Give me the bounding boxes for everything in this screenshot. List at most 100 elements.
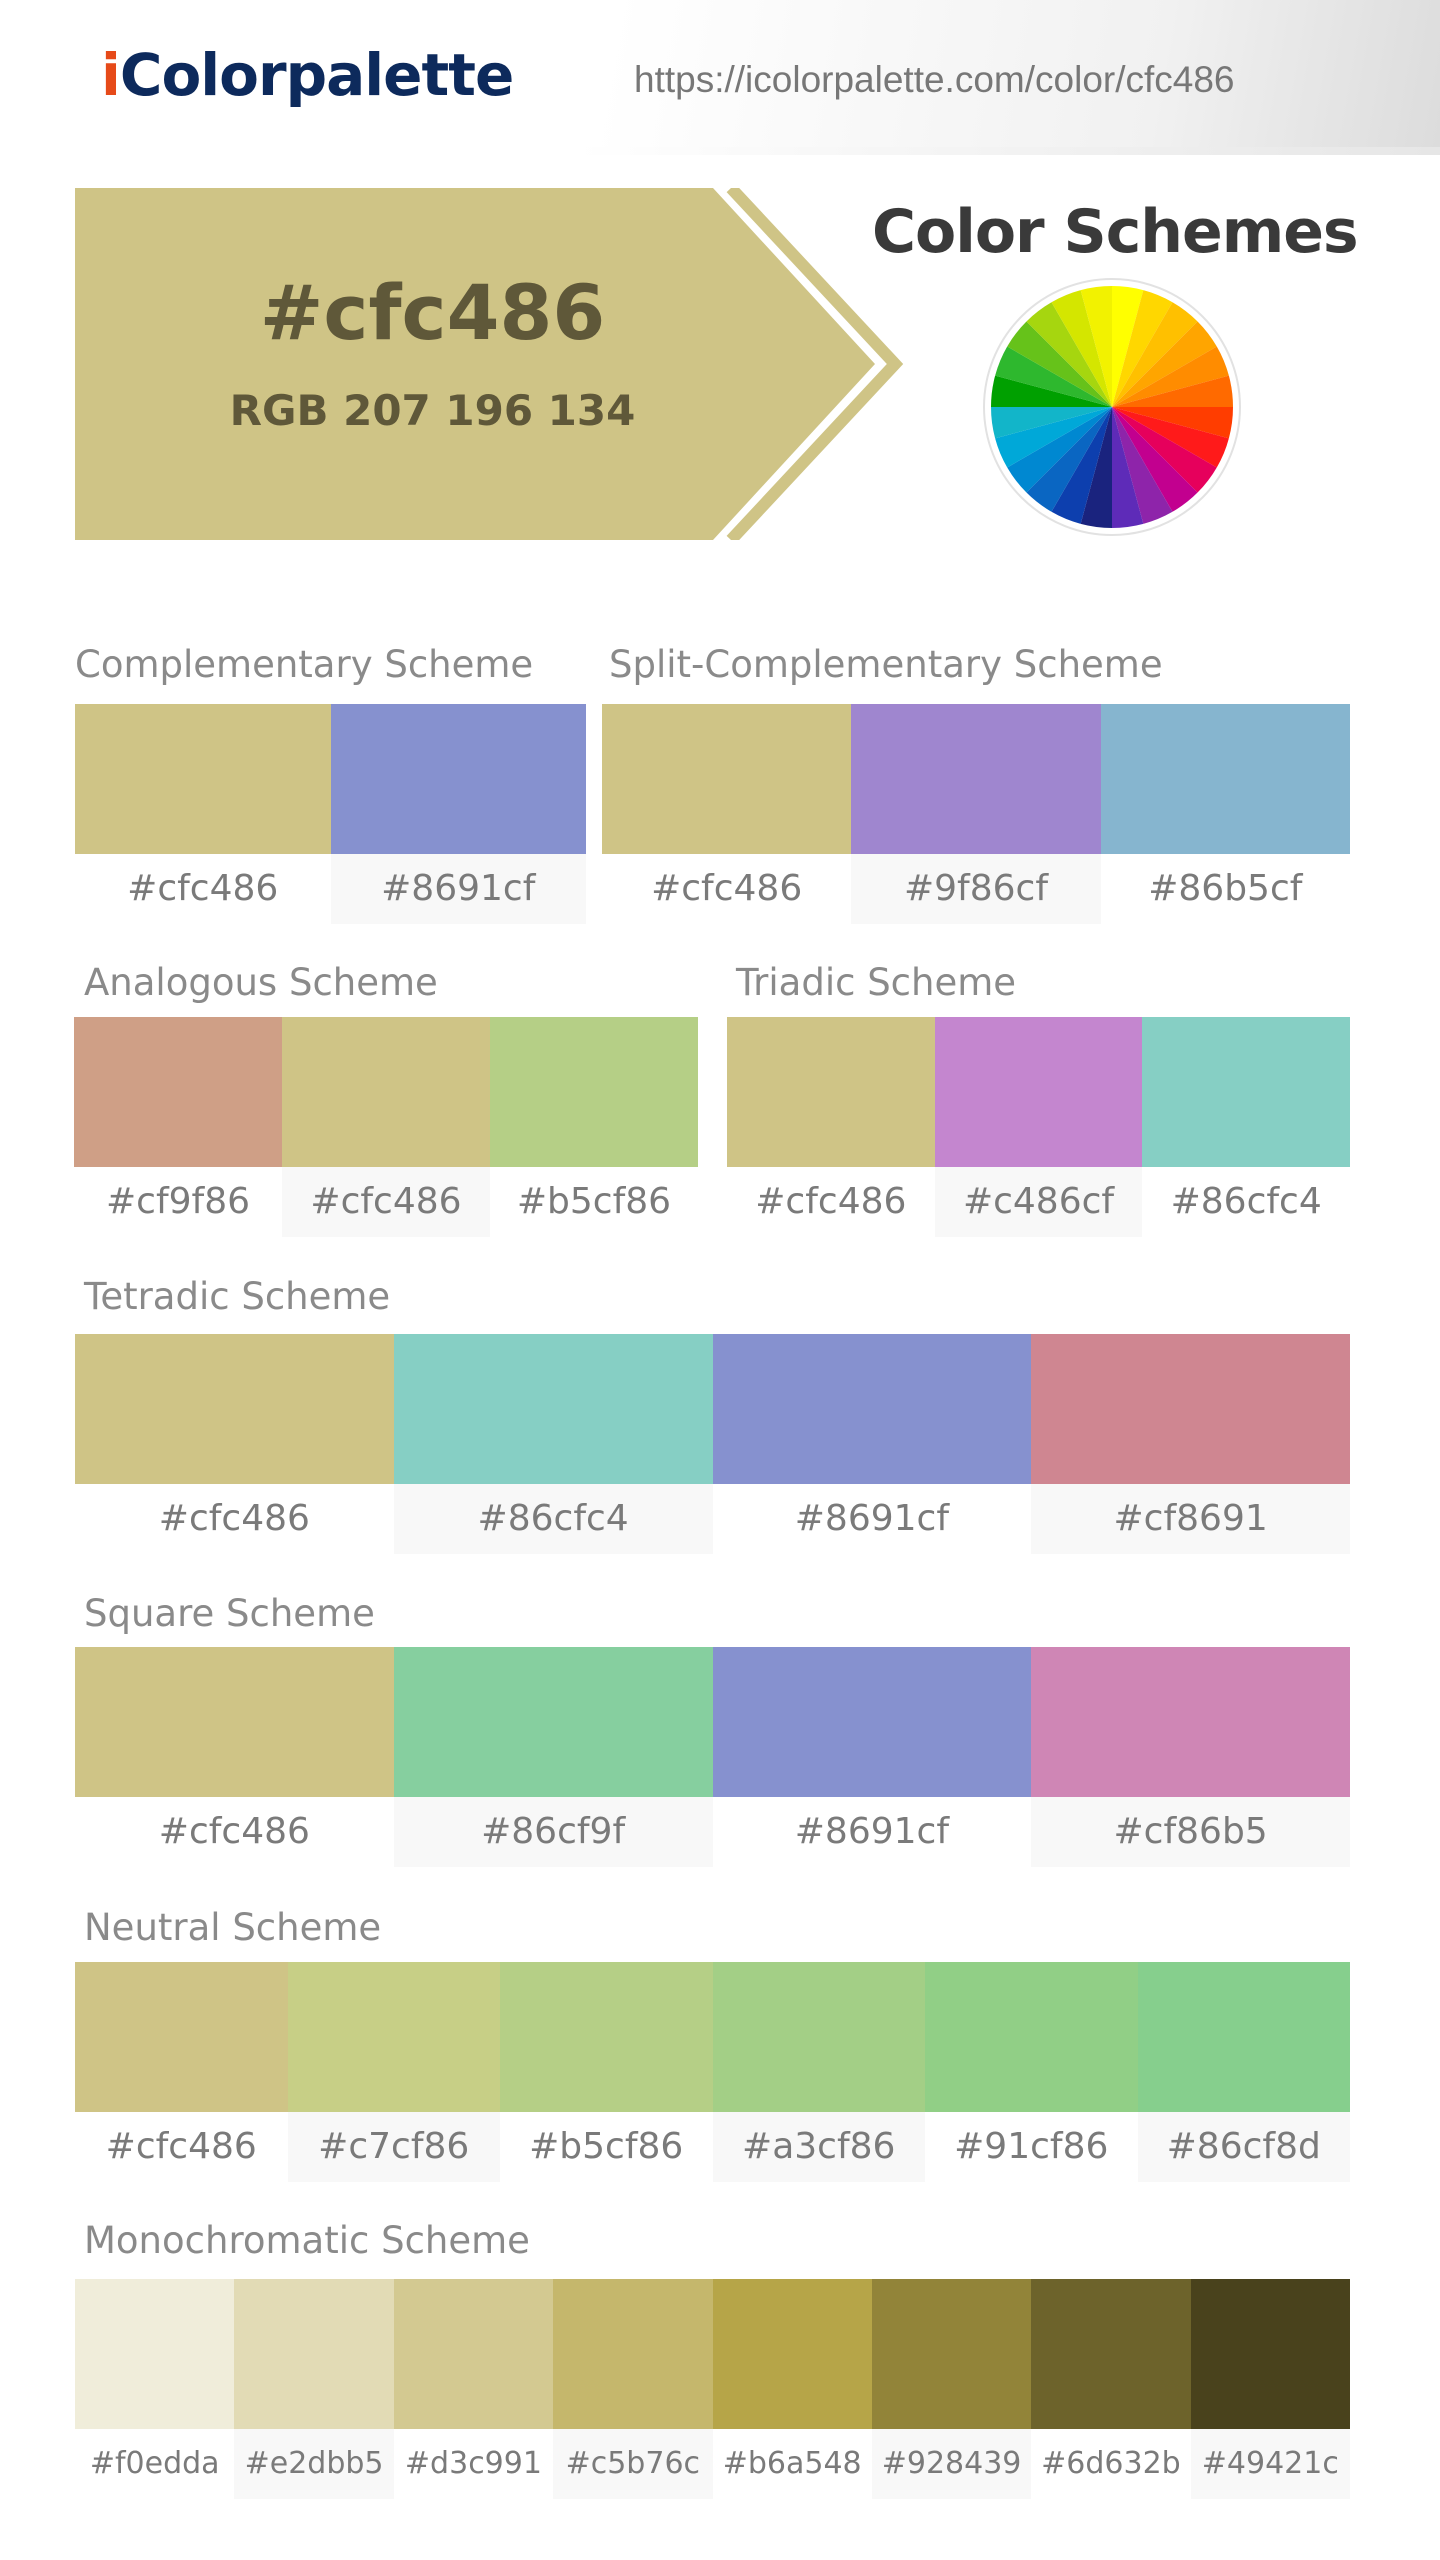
swatch-item[interactable]: #86cfc4 (1142, 1017, 1351, 1237)
swatch-color[interactable] (234, 2279, 394, 2429)
swatch-color[interactable] (1100, 704, 1350, 854)
swatch-color[interactable] (871, 2279, 1032, 2429)
swatch-item[interactable]: #cfc486 (602, 704, 852, 924)
monochromatic-swatches: #f0edda #e2dbb5 #d3c991 #c5b76c #b6a548 #9284… (75, 2279, 1350, 2499)
neutral-swatches: #cfc486 #c7cf86 #b5cf86 #a3cf86 #91cf86 #86cf… (75, 1962, 1350, 2182)
swatch-item[interactable]: #cfc486 (282, 1017, 490, 1237)
swatch-color[interactable] (1031, 1647, 1350, 1797)
analogous-scheme-title: Analogous Scheme (84, 961, 438, 1004)
swatch-item[interactable]: #cfc486 (727, 1017, 935, 1237)
swatch-color[interactable] (74, 1017, 282, 1167)
color-wheel-segment (1007, 407, 1112, 493)
swatch-color[interactable] (727, 1017, 935, 1167)
swatch-item[interactable]: #6d632b (1031, 2279, 1191, 2499)
swatch-item[interactable]: #c7cf86 (287, 1962, 500, 2182)
swatch-item[interactable]: #b5cf86 (500, 1962, 713, 2182)
swatch-item[interactable]: #cfc486 (75, 704, 331, 924)
swatch-item[interactable]: #b5cf86 (490, 1017, 698, 1237)
swatch-item[interactable]: #b6a548 (712, 2279, 872, 2499)
swatch-item[interactable]: #f0edda (75, 2279, 235, 2499)
swatch-color[interactable] (712, 1647, 1032, 1797)
color-wheel-segment (1007, 321, 1112, 407)
swatch-color[interactable] (712, 1962, 925, 2112)
swatch-item[interactable]: #cfc486 (75, 1334, 394, 1554)
swatch-item[interactable]: #cf8691 (1031, 1334, 1350, 1554)
swatch-hex-label: #928439 (871, 2429, 1032, 2499)
hero-rgb-value: RGB 207 196 134 (229, 386, 636, 435)
swatch-item[interactable]: #cfc486 (75, 1647, 394, 1867)
swatch-hex-label: #cfc486 (602, 854, 852, 924)
swatch-color[interactable] (712, 1334, 1032, 1484)
swatch-color[interactable] (75, 704, 331, 854)
swatch-color[interactable] (75, 1647, 394, 1797)
swatch-item[interactable]: #c5b76c (553, 2279, 713, 2499)
swatch-color[interactable] (1142, 1017, 1351, 1167)
color-wheel-segment (1026, 407, 1112, 512)
hero-chevron-arrow (726, 188, 904, 540)
complementary-swatches: #cfc486 #8691cf (75, 704, 586, 924)
swatch-hex-label: #d3c991 (393, 2429, 554, 2499)
swatch-color[interactable] (851, 704, 1101, 854)
swatch-item[interactable]: #86cf9f (393, 1647, 713, 1867)
swatch-color[interactable] (393, 1647, 713, 1797)
swatch-item[interactable]: #86cf8d (1137, 1962, 1350, 2182)
swatch-hex-label: #cfc486 (727, 1167, 935, 1237)
swatch-color[interactable] (712, 2279, 872, 2429)
swatch-color[interactable] (1031, 2279, 1191, 2429)
swatch-item[interactable]: #d3c991 (393, 2279, 554, 2499)
swatch-color[interactable] (75, 1962, 288, 2112)
swatch-color[interactable] (500, 1962, 713, 2112)
swatch-color[interactable] (925, 1962, 1138, 2112)
triadic-swatches: #cfc486 #c486cf #86cfc4 (727, 1017, 1351, 1237)
swatch-color[interactable] (490, 1017, 698, 1167)
swatch-hex-label: #cfc486 (282, 1167, 490, 1237)
swatch-color[interactable] (934, 1017, 1143, 1167)
swatch-color[interactable] (553, 2279, 713, 2429)
swatch-color[interactable] (287, 1962, 500, 2112)
swatch-color[interactable] (282, 1017, 490, 1167)
swatch-color[interactable] (1031, 1334, 1350, 1484)
swatch-color[interactable] (393, 2279, 554, 2429)
swatch-color[interactable] (75, 2279, 235, 2429)
swatch-item[interactable]: #8691cf (712, 1334, 1032, 1554)
swatch-color[interactable] (602, 704, 852, 854)
swatch-hex-label: #b5cf86 (500, 2112, 713, 2182)
swatch-color[interactable] (330, 704, 586, 854)
swatch-color[interactable] (1190, 2279, 1350, 2429)
swatch-color[interactable] (75, 1334, 394, 1484)
swatch-item[interactable]: #9f86cf (851, 704, 1101, 924)
swatch-item[interactable]: #8691cf (330, 704, 586, 924)
color-wheel-segment (1080, 407, 1112, 528)
swatch-color[interactable] (1137, 1962, 1350, 2112)
tetradic-scheme-title: Tetradic Scheme (84, 1275, 391, 1318)
swatch-item[interactable]: #cf9f86 (74, 1017, 282, 1237)
swatch-item[interactable]: #91cf86 (925, 1962, 1138, 2182)
swatch-hex-label: #86b5cf (1100, 854, 1350, 924)
swatch-hex-label: #a3cf86 (712, 2112, 925, 2182)
color-wheel-segment (1112, 407, 1144, 528)
swatch-item[interactable]: #cf86b5 (1031, 1647, 1350, 1867)
swatch-hex-label: #cfc486 (75, 2112, 288, 2182)
swatch-item[interactable]: #86b5cf (1100, 704, 1350, 924)
swatch-hex-label: #b5cf86 (490, 1167, 698, 1237)
color-wheel-segment (1112, 346, 1229, 407)
site-logo[interactable]: iColorpalette (101, 40, 514, 110)
swatch-item[interactable]: #928439 (871, 2279, 1032, 2499)
tetradic-swatches: #cfc486 #86cfc4 #8691cf #cf8691 (75, 1334, 1350, 1554)
swatch-item[interactable]: #8691cf (712, 1647, 1032, 1867)
swatch-item[interactable]: #86cfc4 (393, 1334, 713, 1554)
page-url[interactable]: https://icolorpalette.com/color/cfc486 (634, 59, 1235, 100)
color-wheel-segment (1112, 407, 1233, 439)
swatch-color[interactable] (393, 1334, 713, 1484)
swatch-item[interactable]: #a3cf86 (712, 1962, 925, 2182)
color-wheel-segment (1112, 375, 1233, 407)
swatch-item[interactable]: #49421c (1190, 2279, 1350, 2499)
color-wheel-icon (983, 278, 1241, 536)
swatch-item[interactable]: #e2dbb5 (234, 2279, 394, 2499)
swatch-hex-label: #c486cf (934, 1167, 1143, 1237)
color-wheel-segment (1112, 302, 1198, 407)
swatch-item[interactable]: #cfc486 (75, 1962, 288, 2182)
monochromatic-scheme-title: Monochromatic Scheme (84, 2219, 530, 2262)
swatch-item[interactable]: #c486cf (934, 1017, 1143, 1237)
swatch-hex-label: #9f86cf (851, 854, 1101, 924)
